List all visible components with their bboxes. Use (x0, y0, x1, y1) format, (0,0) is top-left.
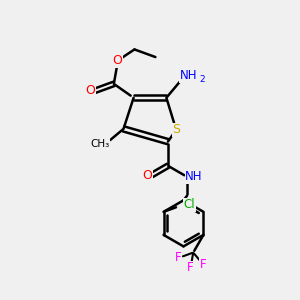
Text: 2: 2 (200, 75, 205, 84)
Text: CH₃: CH₃ (90, 139, 109, 149)
Text: O: O (112, 54, 122, 67)
Text: O: O (142, 169, 152, 182)
Text: S: S (172, 123, 180, 136)
Text: F: F (200, 258, 207, 271)
Text: O: O (85, 84, 95, 98)
Text: NH: NH (180, 70, 197, 83)
Text: F: F (175, 251, 182, 264)
Text: F: F (187, 261, 194, 274)
Text: NH: NH (185, 170, 203, 183)
Text: Cl: Cl (184, 198, 195, 212)
